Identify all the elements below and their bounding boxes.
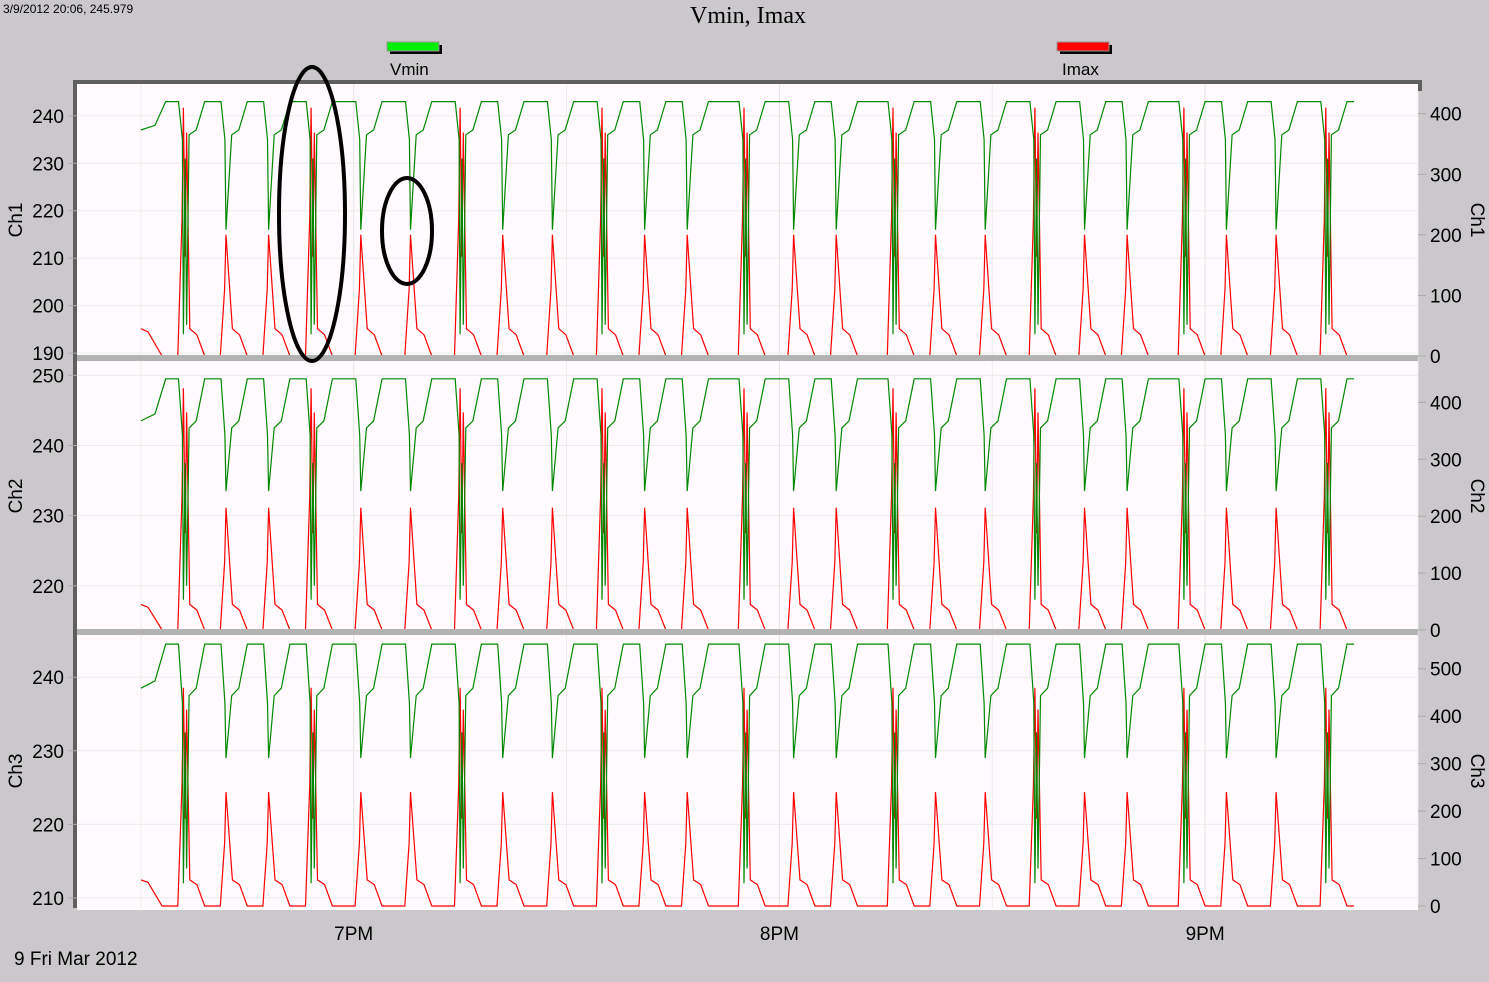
annotation-ellipse-small [380,176,434,286]
axis-ticks: 7PM 8PM 9PM 240 230 220 210 200 190 400 300 200 100 0… [6,105,1487,945]
right-tick-label: 100 [1430,850,1462,871]
panel-separator [77,629,1418,635]
right-axis-label: Ch2 [1466,479,1487,514]
legend-label-imax: Imax [1062,60,1099,79]
right-tick-label: 0 [1430,347,1441,368]
x-tick-label: 7PM [334,924,373,945]
x-tick-label: 9PM [1186,924,1225,945]
right-tick-label: 400 [1430,105,1462,126]
right-tick-label: 500 [1430,660,1462,681]
imax-line-ch3 [140,687,1355,907]
vmin-line-ch3 [140,643,1355,884]
left-tick-label: 190 [32,344,64,365]
left-tick-label: 240 [32,107,64,128]
right-tick-label: 300 [1430,165,1462,186]
left-tick-label: 220 [32,202,64,223]
left-tick-label: 250 [32,366,64,387]
vmin-line-ch1 [140,100,1355,335]
right-tick-label: 400 [1430,393,1462,414]
plot-area [77,84,1418,908]
right-tick-label: 100 [1430,286,1462,307]
right-tick-label: 400 [1430,707,1462,728]
right-axis-label: Ch3 [1466,754,1487,789]
legend-swatch-vmin [386,41,440,52]
right-tick-label: 200 [1430,507,1462,528]
vmin-line-ch2 [140,378,1355,600]
left-tick-label: 240 [32,668,64,689]
left-tick-label: 220 [32,577,64,598]
left-tick-label: 210 [32,249,64,270]
left-tick-label: 220 [32,815,64,836]
right-tick-label: 0 [1430,621,1441,642]
plot-frame [73,80,1422,908]
right-axis-label: Ch1 [1466,203,1487,238]
panel-separator [77,355,1418,361]
left-axis-label: Ch3 [6,754,27,789]
series-lines [140,100,1355,907]
right-tick-label: 0 [1430,897,1441,918]
right-tick-label: 200 [1430,226,1462,247]
left-tick-label: 240 [32,436,64,457]
left-tick-label: 200 [32,297,64,318]
right-tick-label: 300 [1430,755,1462,776]
legend: Vmin Imax [386,41,1112,79]
left-tick-label: 210 [32,889,64,910]
left-tick-label: 230 [32,742,64,763]
legend-label-vmin: Vmin [390,60,429,79]
date-label: 9 Fri Mar 2012 [14,949,138,970]
legend-swatch-imax [1056,41,1110,52]
status-readout: 3/9/2012 20:06, 245.979 [3,2,133,16]
left-tick-label: 230 [32,154,64,175]
right-tick-label: 200 [1430,802,1462,823]
right-tick-label: 300 [1430,450,1462,471]
right-tick-label: 100 [1430,564,1462,585]
chart-title: Vmin, Imax [690,3,806,29]
left-tick-label: 230 [32,507,64,528]
grid [77,84,1419,908]
annotation-ellipse-large [277,65,347,363]
x-tick-label: 8PM [760,924,799,945]
left-axis-label: Ch1 [6,203,27,238]
left-axis-label: Ch2 [6,479,27,514]
